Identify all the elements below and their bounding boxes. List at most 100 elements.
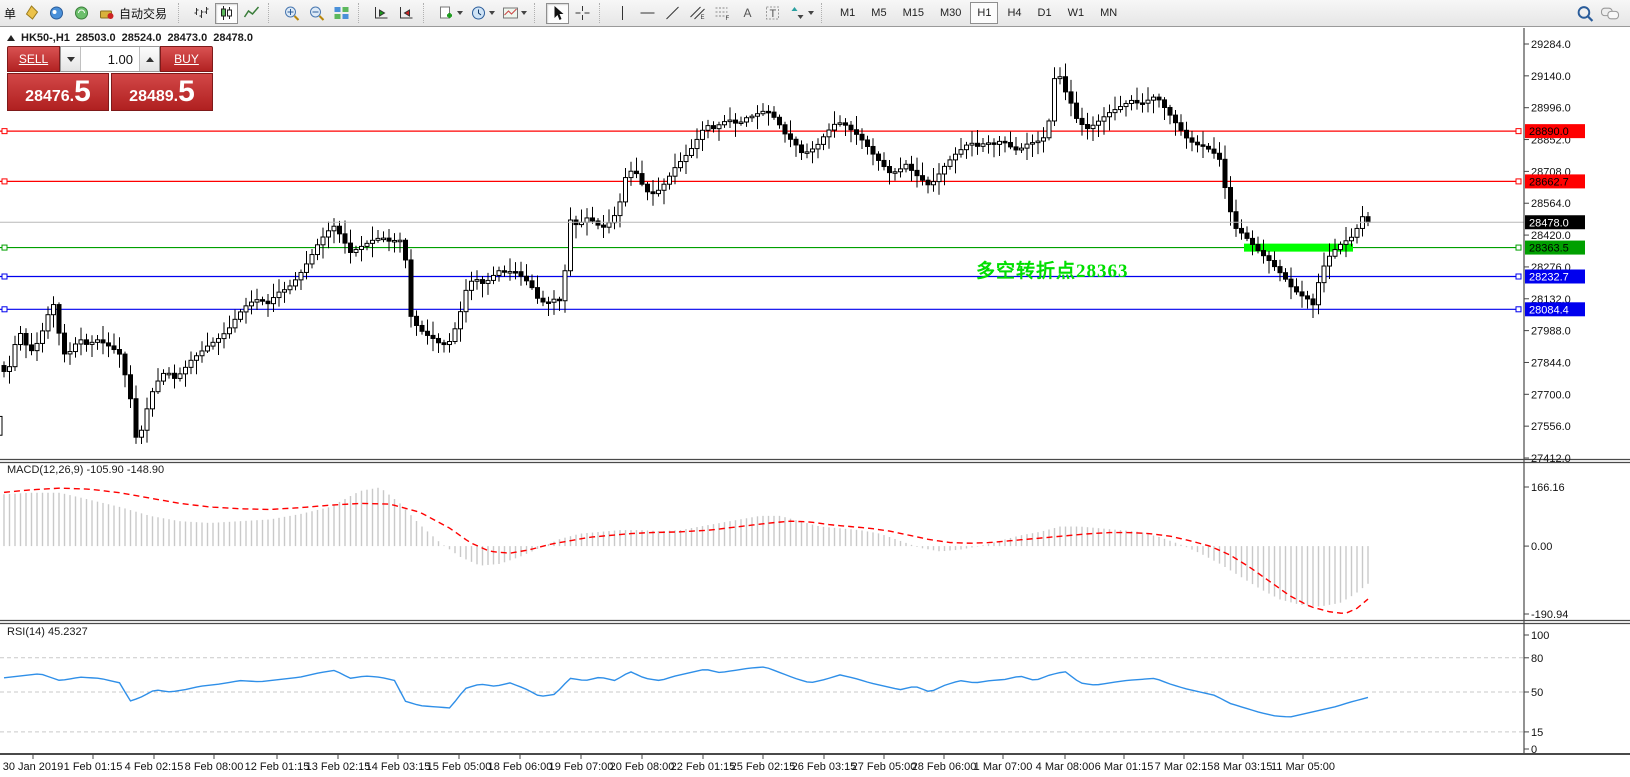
- axis-price-label: [1525, 124, 1585, 139]
- chart-shift-button[interactable]: [395, 3, 418, 24]
- vertical-line-tool-button[interactable]: [611, 3, 634, 24]
- chat-icon: [1600, 7, 1619, 19]
- fibonacci-tool-button[interactable]: F: [711, 3, 734, 24]
- line-chart-icon: [243, 6, 260, 18]
- buy-button-label: BUY: [174, 52, 199, 66]
- periods-button[interactable]: [467, 3, 497, 24]
- dropdown-caret-icon: [807, 11, 814, 15]
- toolbar-separator: [178, 3, 186, 23]
- time-axis-label: 26 Feb 03:15: [792, 761, 857, 773]
- axis-tick-label: 50: [1531, 687, 1543, 699]
- clock-icon: [471, 6, 485, 20]
- toolbar-separator: [358, 3, 366, 23]
- new-chart-icon: [439, 6, 452, 19]
- signals-button[interactable]: [70, 3, 93, 24]
- timeframe-button-D1[interactable]: D1: [1037, 7, 1052, 19]
- time-axis-label: 15 Feb 05:00: [427, 761, 492, 773]
- zoom-out-button[interactable]: [305, 3, 328, 24]
- line-chart-button[interactable]: [240, 3, 263, 24]
- community-icon: [50, 6, 64, 20]
- tile-windows-button[interactable]: [330, 3, 353, 24]
- crosshair-icon: [575, 6, 590, 20]
- axis-tick-label: 29284.0: [1531, 39, 1571, 51]
- axis-price-label-text: 28084.4: [1529, 304, 1569, 316]
- templates-button[interactable]: [499, 3, 529, 24]
- crosshair-button[interactable]: [571, 3, 594, 24]
- search-button[interactable]: [1573, 3, 1596, 24]
- arrows-icon: [791, 7, 804, 19]
- timeframe-button-M5[interactable]: M5: [871, 7, 887, 19]
- line-handle: [1, 128, 8, 135]
- timeframe-button-H1[interactable]: H1: [970, 2, 999, 24]
- zoom-out-icon: [310, 6, 325, 21]
- toolbar-separator: [599, 3, 607, 23]
- line-handle: [1, 306, 8, 313]
- community-button[interactable]: [45, 3, 68, 24]
- new-order-button[interactable]: [20, 3, 43, 24]
- timeframe-button-W1[interactable]: W1: [1067, 7, 1085, 19]
- axis-tick-label: 0.00: [1531, 541, 1552, 553]
- auto-scroll-button[interactable]: [370, 3, 393, 24]
- time-axis-label: 14 Feb 03:15: [366, 761, 431, 773]
- horizontal-line-tool-button[interactable]: [636, 3, 659, 24]
- trendline-tool-button[interactable]: [661, 3, 684, 24]
- time-axis-label: 1 Feb 01:15: [64, 761, 123, 773]
- volume-value[interactable]: 1.00: [107, 51, 133, 67]
- label-tool-button[interactable]: T: [761, 3, 784, 24]
- arrows-tool-button[interactable]: [786, 3, 816, 24]
- timeframe-button-M1[interactable]: M1: [840, 7, 856, 19]
- chat-button[interactable]: [1598, 3, 1621, 24]
- timeframe-button-H4[interactable]: H4: [1007, 7, 1022, 19]
- axis-tick-label: 28996.0: [1531, 103, 1571, 115]
- volume-decrease-button[interactable]: [61, 47, 81, 71]
- new-chart-button[interactable]: [435, 3, 465, 24]
- time-axis-label: 7 Mar 02:15: [1155, 761, 1214, 773]
- channel-tool-button[interactable]: E: [686, 3, 709, 24]
- time-axis-label: 20 Feb 08:00: [610, 761, 675, 773]
- sell-price-display[interactable]: 28476. 5: [7, 73, 109, 111]
- axis-tick-label: 0: [1531, 744, 1537, 756]
- trendline-icon: [666, 6, 679, 20]
- sell-button[interactable]: SELL: [7, 46, 60, 72]
- buy-price-display[interactable]: 28489. 5: [111, 73, 213, 111]
- volume-increase-button[interactable]: [139, 47, 159, 71]
- order-menu-text[interactable]: 单: [4, 6, 17, 21]
- autotrading-icon: [100, 10, 114, 19]
- buy-price-dot: .: [173, 88, 179, 105]
- cursor-button[interactable]: [546, 2, 570, 24]
- svg-text:T: T: [770, 8, 777, 20]
- time-axis-label: 27 Feb 05:00: [852, 761, 917, 773]
- text-tool-button[interactable]: A: [736, 3, 759, 24]
- horizontal-lines: [0, 128, 1522, 313]
- axis-tick-label: 27844.0: [1531, 357, 1571, 369]
- timeframe-button-M30[interactable]: M30: [939, 7, 962, 19]
- text-label-icon: T: [766, 6, 780, 20]
- sell-price-dot: .: [69, 88, 75, 105]
- svg-text:A: A: [744, 6, 752, 20]
- autotrading-button[interactable]: 自动交易: [95, 3, 173, 24]
- buy-price-last-digit: 5: [178, 75, 195, 108]
- chart-shift-icon: [400, 7, 413, 19]
- timeframe-button-MN[interactable]: MN: [1100, 7, 1118, 19]
- axis-price-label: [1525, 174, 1585, 189]
- candlestick-chart-button[interactable]: [215, 2, 239, 24]
- timeframe-button-M15[interactable]: M15: [902, 7, 924, 19]
- bar-chart-icon: [194, 7, 209, 18]
- time-axis-label: 4 Feb 02:15: [125, 761, 184, 773]
- main-toolbar: 单 自动交易: [0, 0, 1630, 27]
- axis-price-label: [1525, 240, 1585, 255]
- line-handle: [1515, 273, 1522, 280]
- equidistant-channel-icon: E: [690, 6, 705, 21]
- buy-button[interactable]: BUY: [160, 46, 213, 72]
- bar-chart-button[interactable]: [190, 3, 213, 24]
- decrease-arrow-icon: [66, 56, 75, 62]
- axis-tick-label: 27700.0: [1531, 389, 1571, 401]
- axis-tick-label: 27988.0: [1531, 326, 1571, 338]
- zoom-in-button[interactable]: [280, 3, 303, 24]
- zoom-in-icon: [285, 6, 300, 21]
- line-handle: [1, 273, 8, 280]
- axis-price-label: [1525, 215, 1585, 230]
- line-handle: [1515, 128, 1522, 135]
- one-click-trading-panel: SELL 1.00 BUY 28476. 5 28489. 5: [7, 46, 213, 111]
